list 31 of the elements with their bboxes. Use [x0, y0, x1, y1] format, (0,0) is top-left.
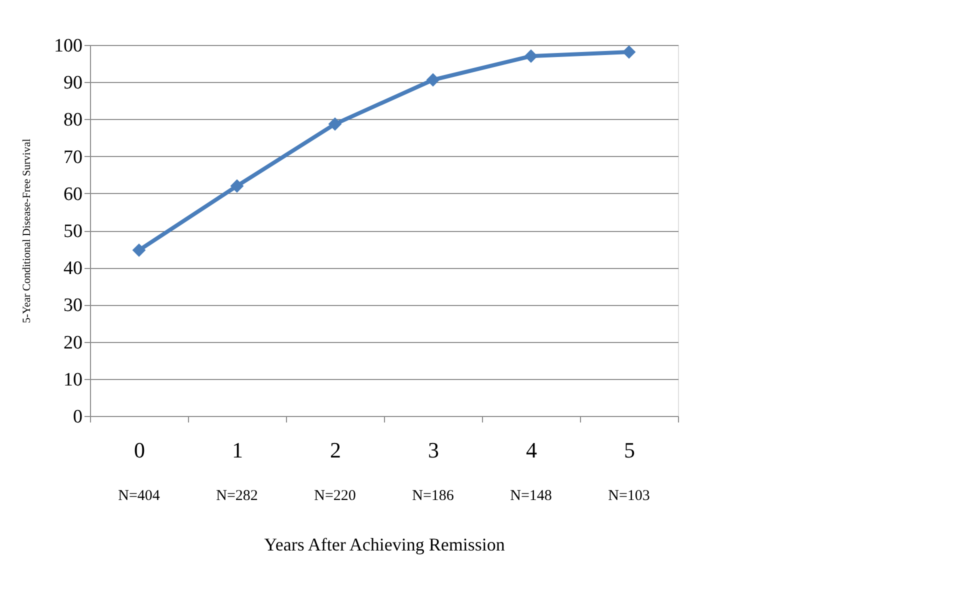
point	[524, 49, 538, 63]
point	[230, 179, 244, 193]
x-tick-label: 5	[624, 438, 635, 462]
y-tick-label: 80	[64, 110, 82, 131]
text: N=404	[118, 488, 160, 504]
point	[328, 117, 342, 131]
point	[132, 243, 146, 257]
y-tick-label: 20	[64, 332, 82, 354]
y-axis-title: 5-Year Conditional Disease-Free Survival	[21, 138, 33, 324]
y-tick-label: 90	[64, 72, 82, 94]
text: N=282	[216, 488, 258, 504]
y-tick-label: 40	[64, 258, 82, 280]
x-tick-label: 0	[134, 438, 145, 462]
x-tick-label: 1	[232, 438, 243, 462]
text: N=148	[510, 488, 552, 504]
point	[622, 45, 636, 59]
point	[426, 73, 440, 87]
text: N=103	[608, 488, 650, 504]
y-tick-label: 10	[64, 369, 82, 390]
y-tick-label: 0	[73, 406, 82, 428]
x-tick-label: 2	[330, 438, 341, 462]
x-tick-label: 3	[428, 438, 439, 462]
y-tick-label: 30	[64, 295, 82, 316]
text: N=220	[314, 488, 356, 504]
y-tick-label: 50	[64, 221, 82, 242]
y-tick-label: 60	[64, 184, 82, 205]
y-tick-label: 100	[54, 36, 82, 56]
x-axis-title: Years After Achieving Remission	[264, 534, 505, 554]
x-tick-label: 4	[526, 438, 537, 462]
y-tick-label: 70	[64, 146, 82, 168]
text: N=186	[412, 488, 454, 504]
